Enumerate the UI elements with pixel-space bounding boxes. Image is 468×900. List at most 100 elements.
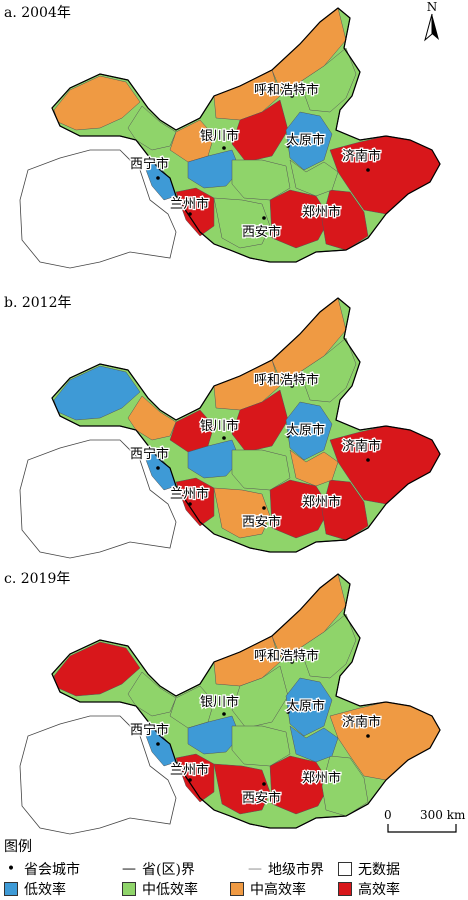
capital-dot	[156, 742, 160, 746]
capital-dot	[290, 94, 294, 98]
region-6	[285, 111, 333, 171]
legend-province-label: 省(区)界	[142, 862, 195, 878]
region-0	[53, 365, 141, 421]
panel-label: b. 2012年	[4, 295, 72, 311]
legend-no-data: 无数据	[338, 860, 400, 878]
no-data-swatch	[338, 862, 352, 876]
region-10	[175, 187, 215, 237]
mid-low-swatch	[122, 882, 136, 896]
city-label: 西宁市	[130, 446, 169, 462]
region-7	[299, 337, 357, 403]
region-14	[321, 755, 369, 817]
panel-label: a. 2004年	[4, 5, 71, 21]
city-label: 西宁市	[130, 722, 169, 738]
legend-high-label: 高效率	[358, 882, 400, 898]
low-swatch	[4, 882, 18, 896]
city-label: 兰州市	[170, 762, 209, 778]
region-14	[321, 189, 369, 251]
region-1	[127, 395, 177, 441]
city-label: 呼和浩特市	[254, 648, 319, 664]
legend-no-data-label: 无数据	[358, 862, 400, 878]
region-0	[53, 75, 141, 131]
mid-high-swatch	[230, 882, 244, 896]
city-label: 郑州市	[302, 770, 341, 786]
no-data-region	[19, 715, 177, 835]
city-label: 济南市	[342, 438, 381, 454]
capital-dot	[366, 734, 370, 738]
legend-mid-high-label: 中高效率	[250, 882, 306, 898]
region-9	[231, 725, 291, 767]
city-label: 呼和浩特市	[254, 82, 319, 98]
region-4	[231, 665, 289, 729]
city-label: 银川市	[200, 418, 239, 434]
region-10	[175, 477, 215, 527]
region-9	[231, 159, 291, 201]
region-6	[285, 677, 333, 737]
legend-high: 高效率	[338, 880, 400, 898]
region-4	[231, 389, 289, 453]
north-label: N	[427, 0, 438, 14]
capital-dot	[290, 660, 294, 664]
capital-dot	[156, 176, 160, 180]
scale-distance: 300 km	[420, 808, 466, 822]
panel-label: c. 2019年	[4, 571, 71, 587]
city-label: 银川市	[200, 694, 239, 710]
region-9	[231, 449, 291, 491]
legend-province-border: — 省(区)界	[122, 860, 195, 878]
thin-line-icon: —	[248, 861, 262, 877]
city-label: 西安市	[242, 790, 281, 806]
dot-icon: •	[6, 861, 16, 877]
capital-dot	[188, 778, 192, 782]
region-14	[321, 479, 369, 541]
city-label: 呼和浩特市	[254, 372, 319, 388]
legend-capital: • 省会城市	[4, 860, 80, 878]
city-label: 太原市	[286, 422, 325, 438]
capital-dot	[188, 502, 192, 506]
scale-bar: 0 300 km	[384, 808, 468, 838]
city-label: 太原市	[286, 132, 325, 148]
no-data-region	[19, 149, 177, 269]
capital-dot	[318, 772, 322, 776]
city-label: 银川市	[200, 128, 239, 144]
province-border	[51, 297, 441, 553]
city-label: 西安市	[242, 224, 281, 240]
region-11	[213, 487, 271, 539]
map-panel-a: a. 2004年 呼和浩特市银川市 太原市济南市西宁市兰州市西安市 郑州市	[0, 0, 468, 287]
map-panel-b: b. 2012年 呼和浩特市 银川市 太原市 济南市 西宁市 兰州市 西安市 郑州市	[0, 290, 468, 577]
capital-dot	[290, 384, 294, 388]
region-6	[285, 401, 333, 461]
city-label: 济南市	[342, 148, 381, 164]
region-16	[289, 159, 339, 197]
legend-low: 低效率	[4, 880, 66, 898]
region-0	[53, 641, 141, 697]
capital-dot	[156, 466, 160, 470]
high-swatch	[338, 882, 352, 896]
legend-city-border: — 地级市界	[248, 860, 324, 878]
region-7	[299, 613, 357, 679]
city-label: 兰州市	[170, 486, 209, 502]
line-icon: —	[122, 861, 136, 877]
scale-zero: 0	[384, 808, 392, 822]
city-label: 郑州市	[302, 494, 341, 510]
city-label: 西宁市	[130, 156, 169, 172]
capital-dot	[262, 506, 266, 510]
legend-low-label: 低效率	[24, 882, 66, 898]
city-label: 兰州市	[170, 196, 209, 212]
capital-dot	[286, 144, 290, 148]
region-16	[289, 449, 339, 487]
capital-dot	[286, 434, 290, 438]
capital-dot	[262, 216, 266, 220]
legend-mid-high: 中高效率	[230, 880, 306, 898]
capital-dot	[188, 212, 192, 216]
region-4	[231, 99, 289, 163]
scale-line	[387, 824, 457, 833]
capital-dot	[222, 712, 226, 716]
legend-title: 图例	[4, 839, 32, 855]
city-label: 太原市	[286, 698, 325, 714]
city-label: 郑州市	[302, 204, 341, 220]
legend-city-border-label: 地级市界	[268, 862, 324, 878]
capital-dot	[286, 710, 290, 714]
